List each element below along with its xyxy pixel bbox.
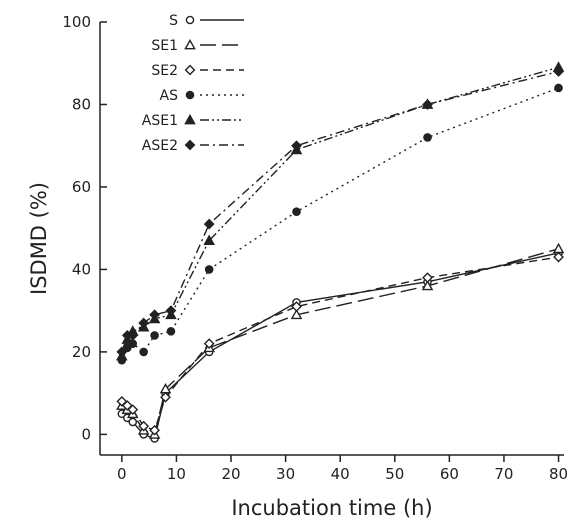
legend: S SE1 SE2 AS ASE1 ASE2 — [142, 13, 244, 154]
data-point — [165, 305, 177, 317]
legend-item: SE1 — [151, 38, 244, 54]
y-tick-label: 20 — [72, 343, 91, 361]
data-point — [116, 346, 128, 358]
data-point — [203, 338, 215, 350]
legend-item: AS — [160, 88, 244, 104]
y-tick-label: 60 — [72, 178, 91, 196]
legend-label: SE2 — [151, 63, 178, 79]
y-tick-label: 80 — [72, 95, 91, 113]
x-tick-label: 50 — [385, 465, 404, 483]
data-point — [553, 251, 564, 263]
legend-marker — [184, 64, 196, 76]
data-point — [291, 140, 302, 152]
data-point — [203, 234, 215, 245]
legend-marker — [185, 90, 195, 100]
data-point — [150, 331, 159, 340]
data-point — [291, 301, 302, 312]
series-ase2 — [116, 66, 564, 358]
series-ase1 — [116, 61, 565, 361]
data-point — [121, 400, 133, 411]
series-layer — [116, 61, 565, 443]
legend-marker — [184, 139, 196, 151]
x-tick-label: 20 — [221, 465, 240, 483]
series-line — [121, 70, 559, 353]
y-tick-label: 100 — [62, 13, 91, 31]
legend-item: SE2 — [151, 63, 244, 79]
x-tick-label: 40 — [331, 465, 350, 483]
legend-label: AS — [160, 88, 179, 104]
legend-marker — [184, 113, 196, 125]
legend-label: SE1 — [151, 38, 178, 54]
series-as — [117, 83, 563, 365]
data-point — [552, 242, 565, 254]
legend-item: ASE2 — [142, 138, 244, 154]
data-point — [127, 330, 139, 341]
series-line — [121, 87, 559, 361]
legend-item: ASE1 — [142, 113, 244, 129]
x-tick-label: 70 — [494, 465, 513, 483]
legend-label: ASE2 — [142, 138, 178, 154]
x-tick-label: 10 — [167, 465, 186, 483]
data-point — [203, 218, 215, 230]
data-point — [422, 272, 433, 284]
legend-label: S — [169, 13, 178, 29]
x-tick-label: 30 — [276, 465, 295, 483]
data-point — [139, 347, 148, 357]
y-tick-label: 0 — [81, 425, 91, 443]
data-point — [204, 265, 214, 274]
axes: 0 20 40 60 80 100 0 10 20 30 40 50 60 70 80 — [62, 13, 568, 483]
series-s — [117, 248, 563, 443]
legend-label: ASE1 — [142, 113, 178, 129]
legend-item: S — [169, 13, 244, 29]
data-point — [553, 66, 564, 77]
data-point — [423, 133, 432, 142]
data-point — [421, 279, 434, 291]
data-point — [149, 309, 160, 321]
legend-marker — [185, 15, 195, 25]
x-tick-label: 0 — [117, 465, 127, 483]
y-axis-title: ISDMD (%) — [27, 182, 51, 295]
series-line — [121, 66, 559, 357]
data-point — [554, 83, 563, 93]
data-point — [149, 424, 160, 436]
data-point — [127, 404, 139, 416]
series-se1 — [116, 242, 565, 439]
series-line — [121, 248, 559, 436]
series-line — [121, 252, 559, 440]
data-point — [422, 99, 433, 110]
data-point — [138, 317, 150, 329]
data-point — [138, 420, 150, 432]
x-tick-label: 60 — [440, 465, 459, 483]
data-point — [292, 207, 301, 216]
data-point — [128, 417, 138, 427]
data-point — [290, 308, 303, 320]
data-point — [160, 391, 171, 403]
series-se2 — [116, 251, 564, 436]
x-tick-label: 80 — [549, 465, 568, 483]
data-point — [166, 326, 176, 336]
legend-marker — [184, 38, 196, 50]
x-axis-title: Incubation time (h) — [231, 496, 432, 520]
y-tick-label: 40 — [72, 260, 91, 278]
